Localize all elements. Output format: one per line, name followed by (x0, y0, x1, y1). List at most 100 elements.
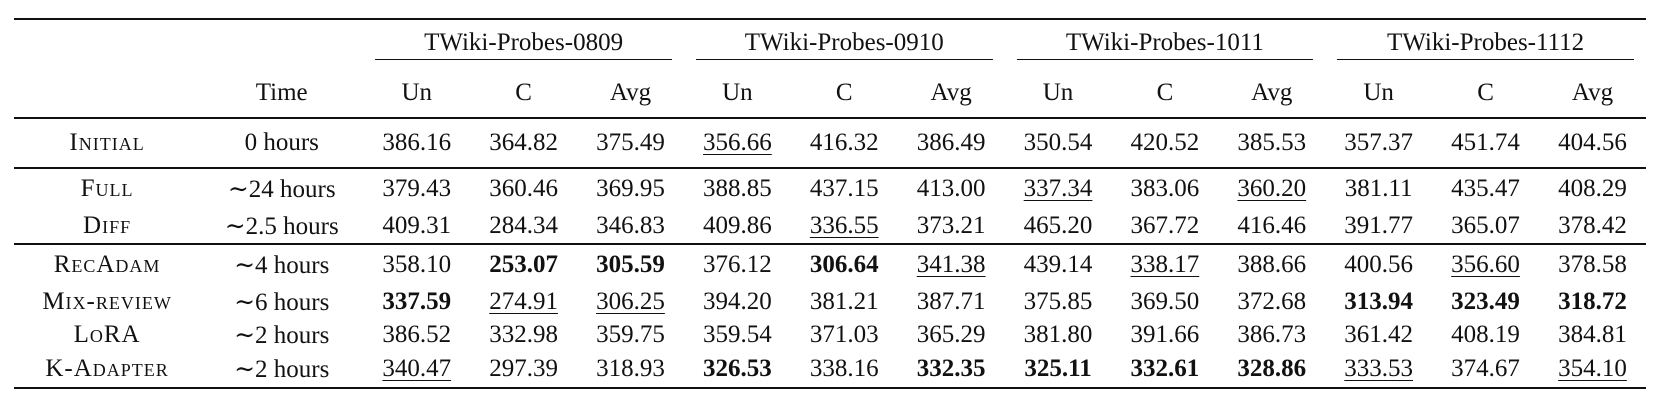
value-cell: 356.66 (703, 129, 772, 156)
value-td: 372.68 (1218, 285, 1325, 318)
value-td: 365.07 (1432, 209, 1539, 245)
value-td: 381.80 (1005, 318, 1112, 351)
group-label: TWiki-Probes-0910 (744, 29, 944, 56)
value-cell: 361.42 (1344, 320, 1414, 348)
value-td: 356.66 (683, 118, 791, 169)
col-header-c: C (470, 69, 578, 119)
value-cell: 326.53 (703, 355, 772, 382)
value-td: 326.53 (683, 351, 791, 389)
value-td: 391.77 (1325, 209, 1433, 245)
value-td: 332.35 (897, 351, 1005, 389)
value-td: 337.59 (363, 285, 470, 318)
value-td: 388.85 (684, 168, 791, 209)
value-td: 378.42 (1538, 209, 1646, 245)
value-cell: 338.17 (1130, 251, 1200, 278)
time-cell: ∼6 hours (234, 288, 330, 316)
method-name: Diff (14, 209, 201, 245)
value-td: 359.54 (684, 318, 791, 351)
value-cell: 350.54 (1023, 129, 1093, 156)
value-cell: 379.43 (382, 175, 452, 202)
value-cell: 360.20 (1237, 175, 1307, 202)
value-cell: 360.46 (489, 175, 558, 202)
value-td: 388.66 (1218, 244, 1325, 285)
value-td: 381.21 (791, 285, 898, 318)
group-rule (1016, 59, 1314, 60)
col-header-avg: Avg (1538, 69, 1646, 119)
value-td: 386.16 (363, 118, 471, 169)
group-header-1112: TWiki-Probes-1112 (1325, 18, 1646, 69)
value-td: 356.60 (1432, 244, 1539, 285)
value-td: 381.11 (1325, 168, 1432, 209)
value-cell: 386.49 (916, 129, 986, 156)
method-name: RecAdam (53, 251, 161, 278)
value-cell: 394.20 (703, 287, 772, 315)
value-cell: 378.42 (1558, 212, 1627, 239)
table-row: Mix-review ∼6 hours 337.59 274.91 306.25 394.… (14, 285, 1646, 318)
value-td: 386.49 (897, 118, 1005, 169)
col-header-un: Un (1004, 69, 1112, 119)
value-td: 416.32 (790, 118, 898, 169)
value-td: 409.86 (683, 209, 791, 245)
value-td: 306.25 (577, 285, 684, 318)
value-cell: 386.52 (382, 320, 452, 348)
value-td: 318.93 (577, 351, 684, 389)
value-cell: 359.75 (596, 320, 665, 348)
value-td: 297.39 (470, 351, 578, 389)
col-header-avg: Avg (897, 69, 1005, 119)
value-td: 374.67 (1432, 351, 1539, 389)
value-td: 369.50 (1111, 285, 1218, 318)
value-cell: 381.21 (809, 287, 879, 315)
value-td: 323.49 (1432, 285, 1539, 318)
value-td: 328.86 (1218, 351, 1326, 389)
value-td: 364.82 (470, 118, 578, 169)
table-row: K-Adapter ∼2 hours 340.47 297.39 318.93 326.5… (14, 351, 1646, 389)
value-td: 318.72 (1539, 285, 1646, 318)
method-name: K-Adapter (14, 351, 201, 389)
col-header-un: Un (1325, 69, 1433, 119)
value-cell: 375.49 (596, 129, 665, 156)
value-td: 360.46 (470, 168, 577, 209)
value-td: 400.56 (1325, 244, 1432, 285)
value-cell: 374.67 (1451, 355, 1520, 382)
value-cell: 346.83 (596, 212, 665, 239)
method-name: Initial (14, 118, 201, 169)
empty-cell (14, 18, 201, 69)
column-header-row: Time Un C Avg Un C Avg Un C Avg Un C Avg (14, 69, 1646, 119)
value-td: 394.20 (684, 285, 791, 318)
value-cell: 409.86 (703, 212, 772, 239)
value-td: 367.72 (1111, 209, 1219, 245)
value-cell: 408.29 (1558, 175, 1627, 202)
value-td: 439.14 (1005, 244, 1112, 285)
value-td: 384.81 (1539, 318, 1646, 351)
group-header-1011: TWiki-Probes-1011 (1004, 18, 1326, 69)
empty-cell (200, 18, 364, 69)
value-cell: 413.00 (916, 175, 986, 202)
value-cell: 337.34 (1023, 175, 1093, 202)
value-td: 359.75 (577, 318, 684, 351)
empty-cell (14, 69, 201, 119)
value-cell: 408.19 (1451, 320, 1520, 348)
value-cell: 416.46 (1237, 212, 1307, 239)
col-header-un: Un (363, 69, 471, 119)
value-cell: 337.59 (382, 287, 452, 315)
value-td: 365.29 (898, 318, 1005, 351)
value-cell: 306.25 (596, 287, 665, 315)
value-cell: 437.15 (809, 175, 879, 202)
table-row: Full ∼24 hours 379.43 360.46 369.95 388.85 437… (14, 168, 1646, 209)
value-cell: 318.72 (1558, 287, 1627, 315)
value-cell: 416.32 (809, 129, 879, 156)
value-td: 253.07 (470, 244, 577, 285)
group-rule (1337, 59, 1634, 60)
value-td: 413.00 (898, 168, 1005, 209)
value-cell: 372.68 (1237, 287, 1307, 315)
value-td: 325.11 (1004, 351, 1112, 389)
method-name: LoRA (73, 320, 141, 348)
value-cell: 375.85 (1023, 287, 1093, 315)
value-cell: 409.31 (382, 212, 452, 239)
value-cell: 365.07 (1451, 212, 1520, 239)
value-cell: 391.77 (1344, 212, 1414, 239)
value-cell: 376.12 (703, 251, 772, 278)
value-td: 437.15 (791, 168, 898, 209)
value-td: 416.46 (1218, 209, 1326, 245)
value-cell: 318.93 (596, 355, 665, 382)
